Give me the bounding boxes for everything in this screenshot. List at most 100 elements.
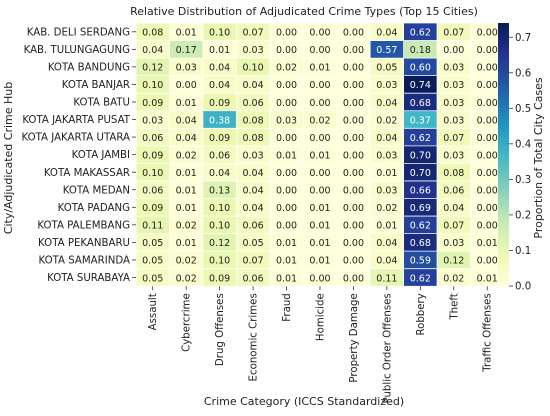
heatmap-cell (202, 216, 237, 234)
heatmap-cell (403, 75, 438, 94)
cell-value-label: 0.03 (443, 238, 464, 249)
cell-value-label: 0.10 (209, 256, 230, 267)
cell-value-label: 0.69 (410, 203, 431, 214)
cell-value-label: 0.04 (209, 80, 230, 91)
cell-value-label: 0.00 (343, 273, 364, 284)
cell-value-label: 0.09 (142, 203, 163, 214)
heatmap-cell (336, 233, 371, 252)
cell-value-label: 0.04 (242, 80, 263, 91)
cell-value-label: 0.06 (242, 221, 263, 232)
cell-value-label: 0.06 (142, 186, 163, 197)
heatmap-cell (269, 180, 304, 199)
cell-value-label: 0.01 (176, 203, 197, 214)
cell-value-label: 0.04 (376, 28, 397, 39)
heatmap-cell (370, 163, 404, 182)
row-label: KOTA SURABAYA (47, 273, 130, 284)
cell-value-label: 0.00 (309, 45, 330, 56)
heatmap-cell (336, 180, 371, 199)
column-label: Drug Offenses (215, 293, 226, 366)
colorbar-tick-label: 0.2 (515, 211, 531, 222)
row-label: KOTA PADANG (58, 203, 130, 214)
cell-value-label: 0.03 (142, 115, 163, 126)
cell-value-label: 0.02 (176, 256, 197, 267)
heatmap-cell (303, 93, 337, 112)
heatmap-cell (437, 145, 471, 164)
cell-value-label: 0.01 (176, 168, 197, 179)
heatmap-cell (169, 180, 204, 199)
cell-value-label: 0.01 (276, 150, 297, 161)
cell-value-label: 0.00 (276, 203, 297, 214)
cell-value-label: 0.00 (477, 28, 498, 39)
cell-value-label: 0.68 (410, 98, 431, 109)
heatmap-cell (336, 23, 371, 41)
row-label: KOTA JAMBI (72, 150, 130, 161)
heatmap-cell (269, 251, 304, 269)
cell-value-label: 0.07 (443, 221, 464, 232)
cell-value-label: 0.00 (343, 238, 364, 249)
chart-title: Relative Distribution of Adjudicated Cri… (130, 5, 478, 18)
heatmap-cell (437, 128, 471, 147)
heatmap-cell (136, 110, 170, 129)
cell-value-label: 0.01 (477, 273, 498, 284)
heatmap-cell (236, 145, 271, 164)
heatmap-cell (470, 180, 505, 199)
cell-value-label: 0.04 (242, 186, 263, 197)
cell-value-label: 0.04 (242, 168, 263, 179)
cell-value-label: 0.03 (443, 98, 464, 109)
heatmap-cell (136, 268, 170, 287)
cell-value-label: 0.00 (343, 63, 364, 74)
row-label: KOTA JAKARTA PUSAT (22, 115, 130, 126)
cell-value-label: 0.00 (309, 168, 330, 179)
heatmap-cell (403, 198, 438, 217)
heatmap-cell (437, 216, 471, 234)
cell-value-label: 0.00 (343, 133, 364, 144)
heatmap-cell (269, 110, 304, 129)
heatmap-cell (437, 163, 471, 182)
heatmap-cell (269, 75, 304, 94)
cell-value-label: 0.06 (209, 150, 230, 161)
heatmap-cell (136, 145, 170, 164)
cell-value-label: 0.05 (142, 273, 163, 284)
heatmap-cell (336, 58, 371, 76)
heatmap-cell (303, 110, 337, 129)
heatmap-cell (403, 251, 438, 269)
heatmap-cell (370, 93, 404, 112)
colorbar-tick-label: 0.6 (515, 68, 531, 79)
cell-value-label: 0.00 (477, 80, 498, 91)
cell-value-label: 0.04 (376, 238, 397, 249)
heatmap-cell (303, 145, 337, 164)
heatmap-cell (437, 180, 471, 199)
heatmap-cell (437, 110, 471, 129)
heatmap-cell (269, 93, 304, 112)
cell-value-label: 0.07 (443, 28, 464, 39)
heatmap-cell (370, 40, 404, 59)
cell-value-label: 0.00 (343, 45, 364, 56)
heatmap-cell (236, 233, 271, 252)
cell-value-label: 0.00 (276, 45, 297, 56)
colorbar-tick-label: 0.7 (515, 33, 531, 44)
heatmap-cell (236, 128, 271, 147)
cell-value-label: 0.00 (477, 115, 498, 126)
heatmap-cell (437, 93, 471, 112)
heatmap-cell (403, 216, 438, 234)
cell-value-label: 0.12 (142, 63, 163, 74)
heatmap-cell (269, 23, 304, 41)
cell-value-label: 0.00 (309, 186, 330, 197)
heatmap-cell (202, 23, 237, 41)
heatmap-cell (303, 251, 337, 269)
cell-value-label: 0.06 (242, 273, 263, 284)
heatmap-cell (303, 233, 337, 252)
heatmap-cell (437, 198, 471, 217)
heatmap-cell (370, 180, 404, 199)
row-label: KOTA MEDAN (63, 185, 130, 196)
row-label: KOTA MAKASSAR (44, 168, 130, 179)
heatmap-cell (236, 110, 271, 129)
heatmap-cell (336, 198, 371, 217)
cell-value-label: 0.04 (176, 115, 197, 126)
cell-value-label: 0.00 (309, 98, 330, 109)
heatmap-cell (336, 110, 371, 129)
row-label: KOTA PEKANBARU (38, 238, 130, 249)
cell-value-label: 0.00 (309, 273, 330, 284)
cell-value-label: 0.01 (309, 203, 330, 214)
